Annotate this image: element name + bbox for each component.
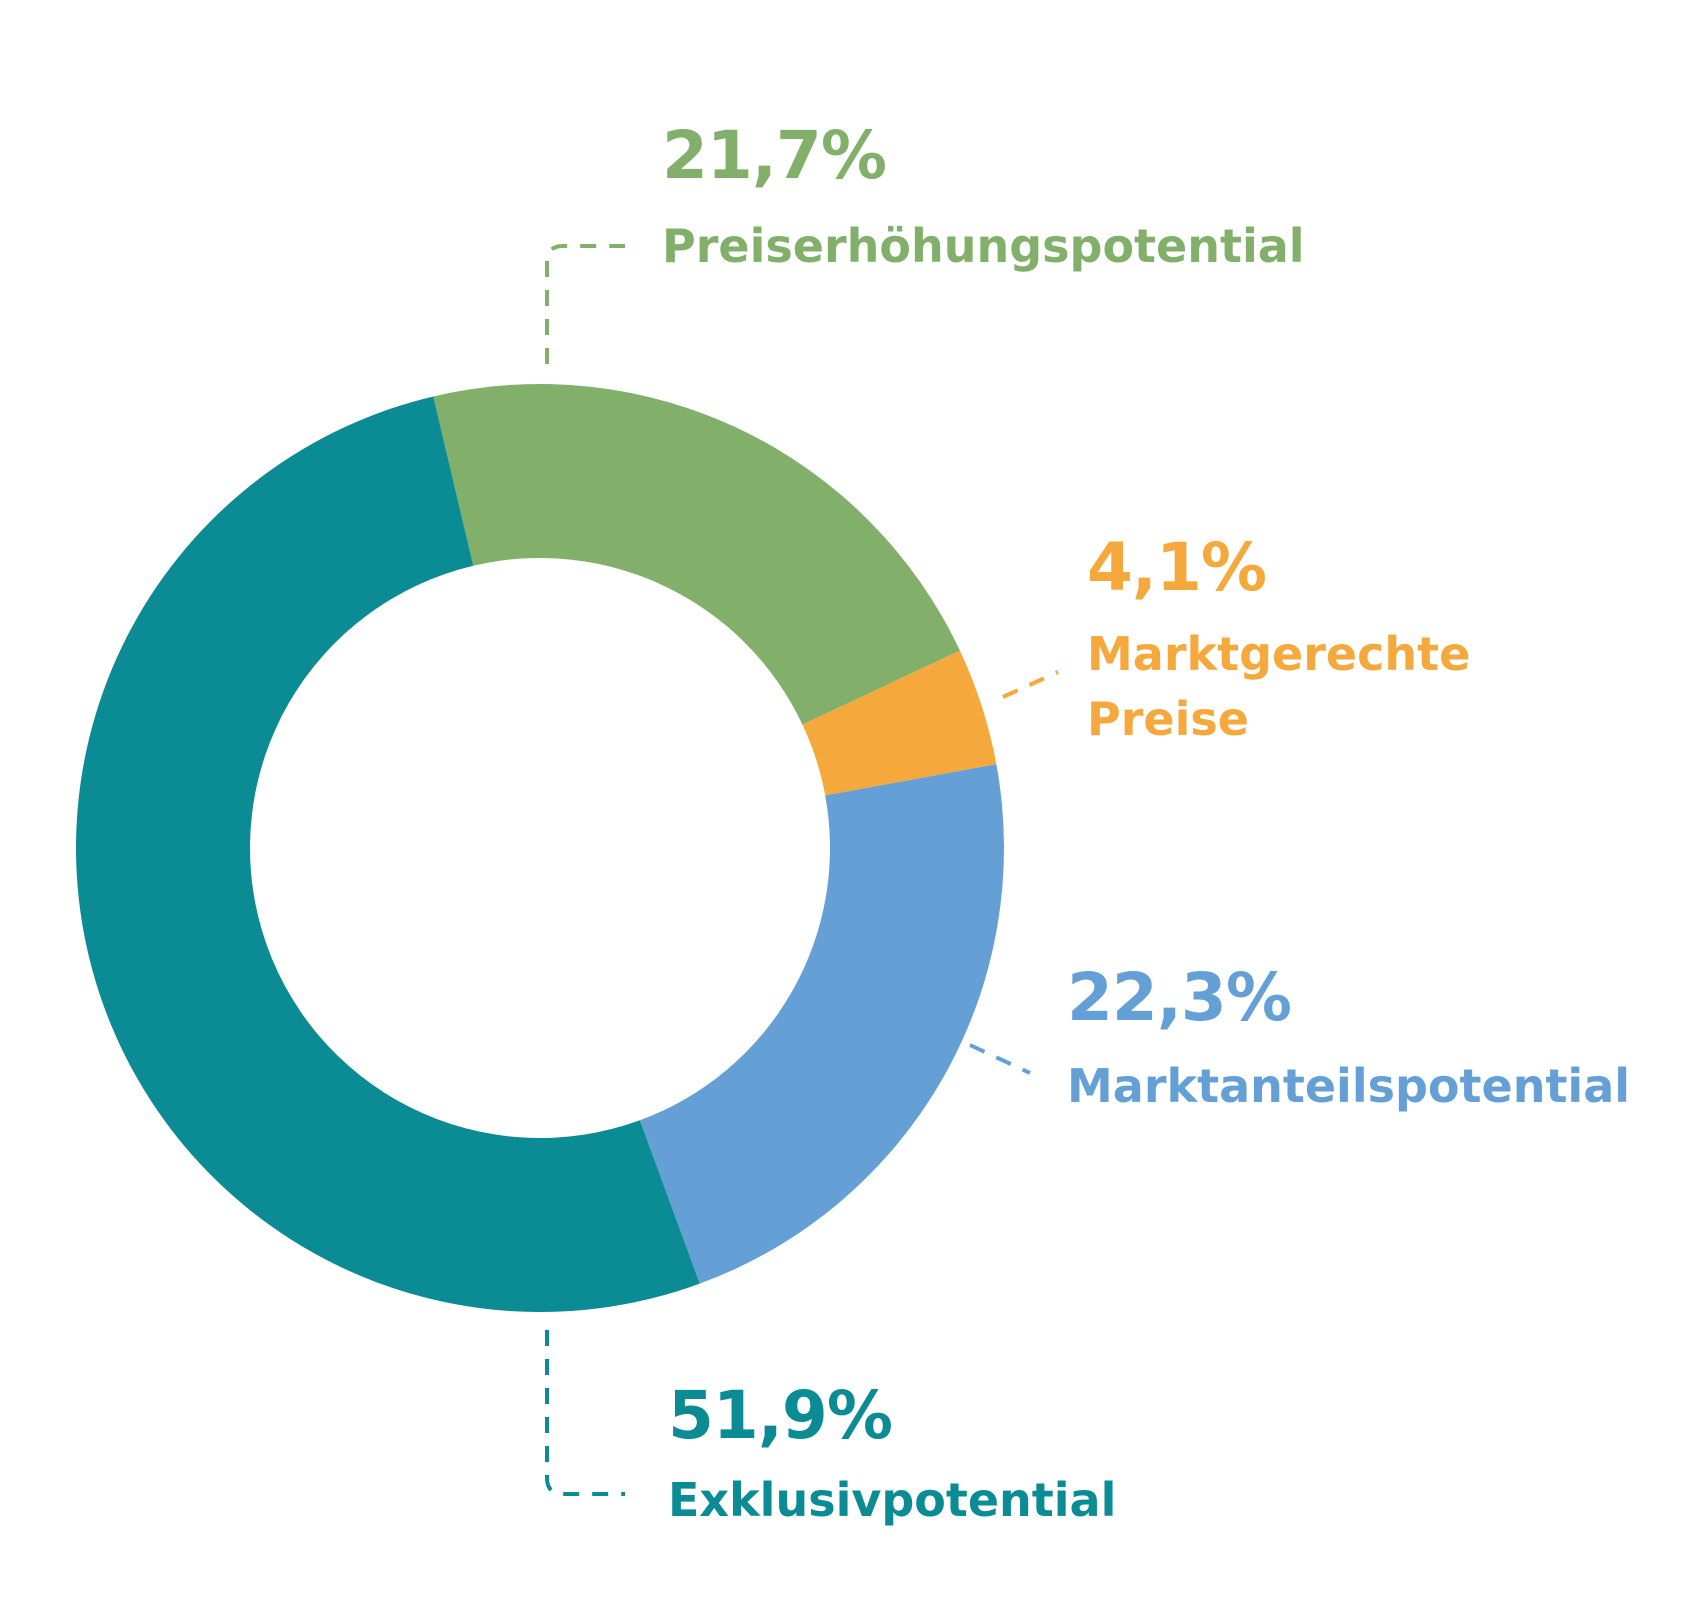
pct-label-marktanteil: 22,3%: [1067, 959, 1291, 1036]
name-label-marktanteil: Marktanteilspotential: [1067, 1059, 1630, 1113]
slice-preiserh-hungspotential: [433, 384, 960, 725]
slice-marktgerechte-preise: [802, 650, 997, 796]
leader-line-marktanteil: [969, 1043, 1031, 1075]
name-label-preiserhoehung: Preiserhöhungspotential: [662, 219, 1305, 273]
pct-label-marktgerecht: 4,1%: [1087, 529, 1266, 606]
leader-line-exklusiv: [545, 1330, 625, 1496]
donut-slices: [76, 384, 1004, 1312]
leader-line-preiserhoehung: [545, 244, 625, 364]
name-label-marktgerecht-line2: Preise: [1087, 692, 1249, 746]
slice-exklusivpotential: [76, 396, 700, 1312]
leader-line-marktgerecht: [1002, 670, 1059, 699]
slice-marktanteilspotential: [639, 764, 1004, 1284]
name-label-exklusiv: Exklusivpotential: [668, 1473, 1116, 1527]
pct-label-exklusiv: 51,9%: [668, 1377, 892, 1454]
pct-label-preiserhoehung: 21,7%: [662, 117, 886, 194]
name-label-marktgerecht-line1: Marktgerechte: [1087, 627, 1470, 681]
